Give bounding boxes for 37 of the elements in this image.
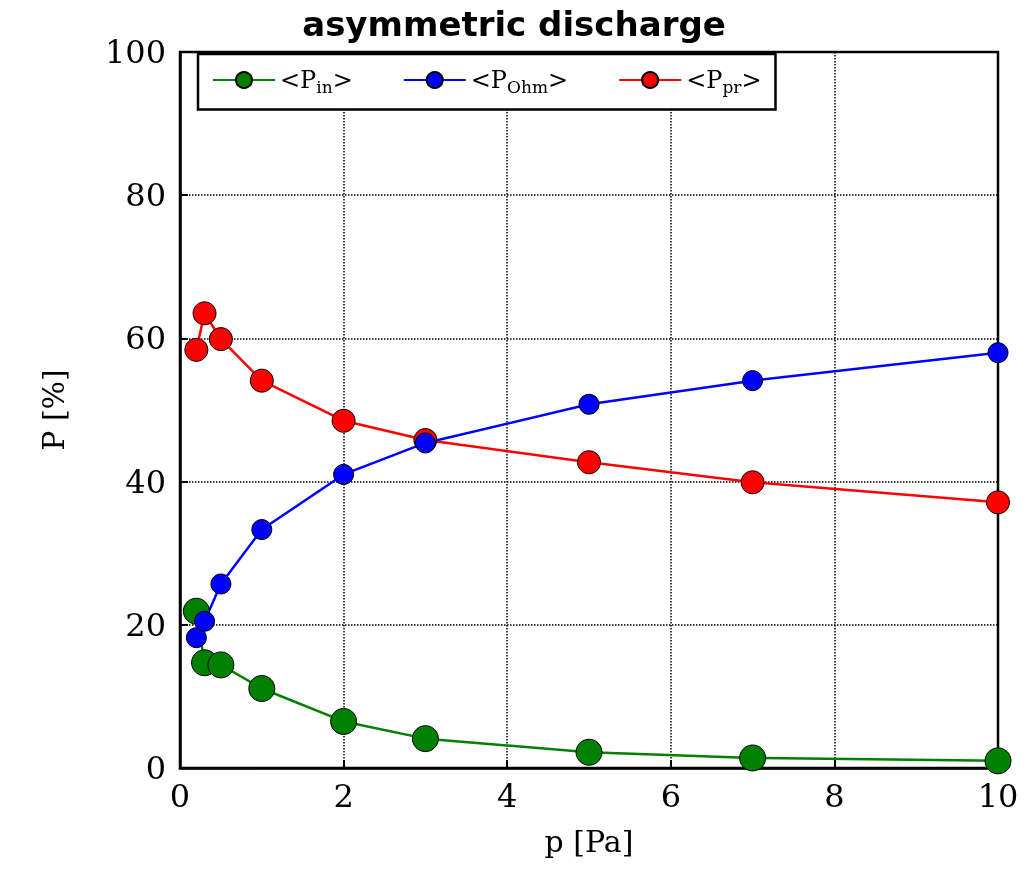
point bbox=[331, 408, 356, 433]
point bbox=[411, 725, 439, 753]
point bbox=[185, 627, 207, 649]
point bbox=[578, 393, 600, 415]
point bbox=[739, 744, 767, 772]
y-tick-label: 20 bbox=[125, 605, 166, 644]
x-axis-title: p [Pa] bbox=[544, 823, 634, 859]
y-axis-title: P [%] bbox=[35, 369, 71, 451]
y-tick-label: 60 bbox=[125, 319, 166, 358]
x-tick-label: 6 bbox=[660, 777, 681, 815]
point bbox=[575, 738, 603, 766]
point bbox=[740, 470, 765, 495]
point bbox=[192, 301, 217, 326]
point bbox=[986, 490, 1010, 515]
point bbox=[577, 450, 601, 475]
y-tick-label: 80 bbox=[125, 176, 166, 215]
y-tick-label: 40 bbox=[125, 462, 166, 501]
point bbox=[333, 463, 355, 485]
point bbox=[207, 651, 235, 679]
point bbox=[184, 337, 209, 362]
point bbox=[984, 747, 1012, 775]
y-tick-label: 100 bbox=[104, 33, 166, 71]
x-tick-label: 10 bbox=[977, 777, 1019, 815]
x-tick-label: 4 bbox=[497, 777, 518, 815]
point bbox=[330, 707, 358, 735]
point bbox=[251, 519, 273, 541]
x-tick-label: 0 bbox=[169, 777, 191, 815]
point bbox=[249, 368, 274, 393]
x-tick-label: 8 bbox=[824, 777, 845, 815]
point bbox=[210, 573, 232, 595]
x-tick-label: 2 bbox=[333, 777, 354, 815]
point bbox=[742, 370, 764, 392]
point bbox=[248, 675, 276, 703]
point bbox=[987, 342, 1009, 364]
point bbox=[208, 327, 233, 352]
chart-title: asymmetric discharge bbox=[302, 4, 726, 44]
y-tick-label: 0 bbox=[145, 749, 166, 787]
